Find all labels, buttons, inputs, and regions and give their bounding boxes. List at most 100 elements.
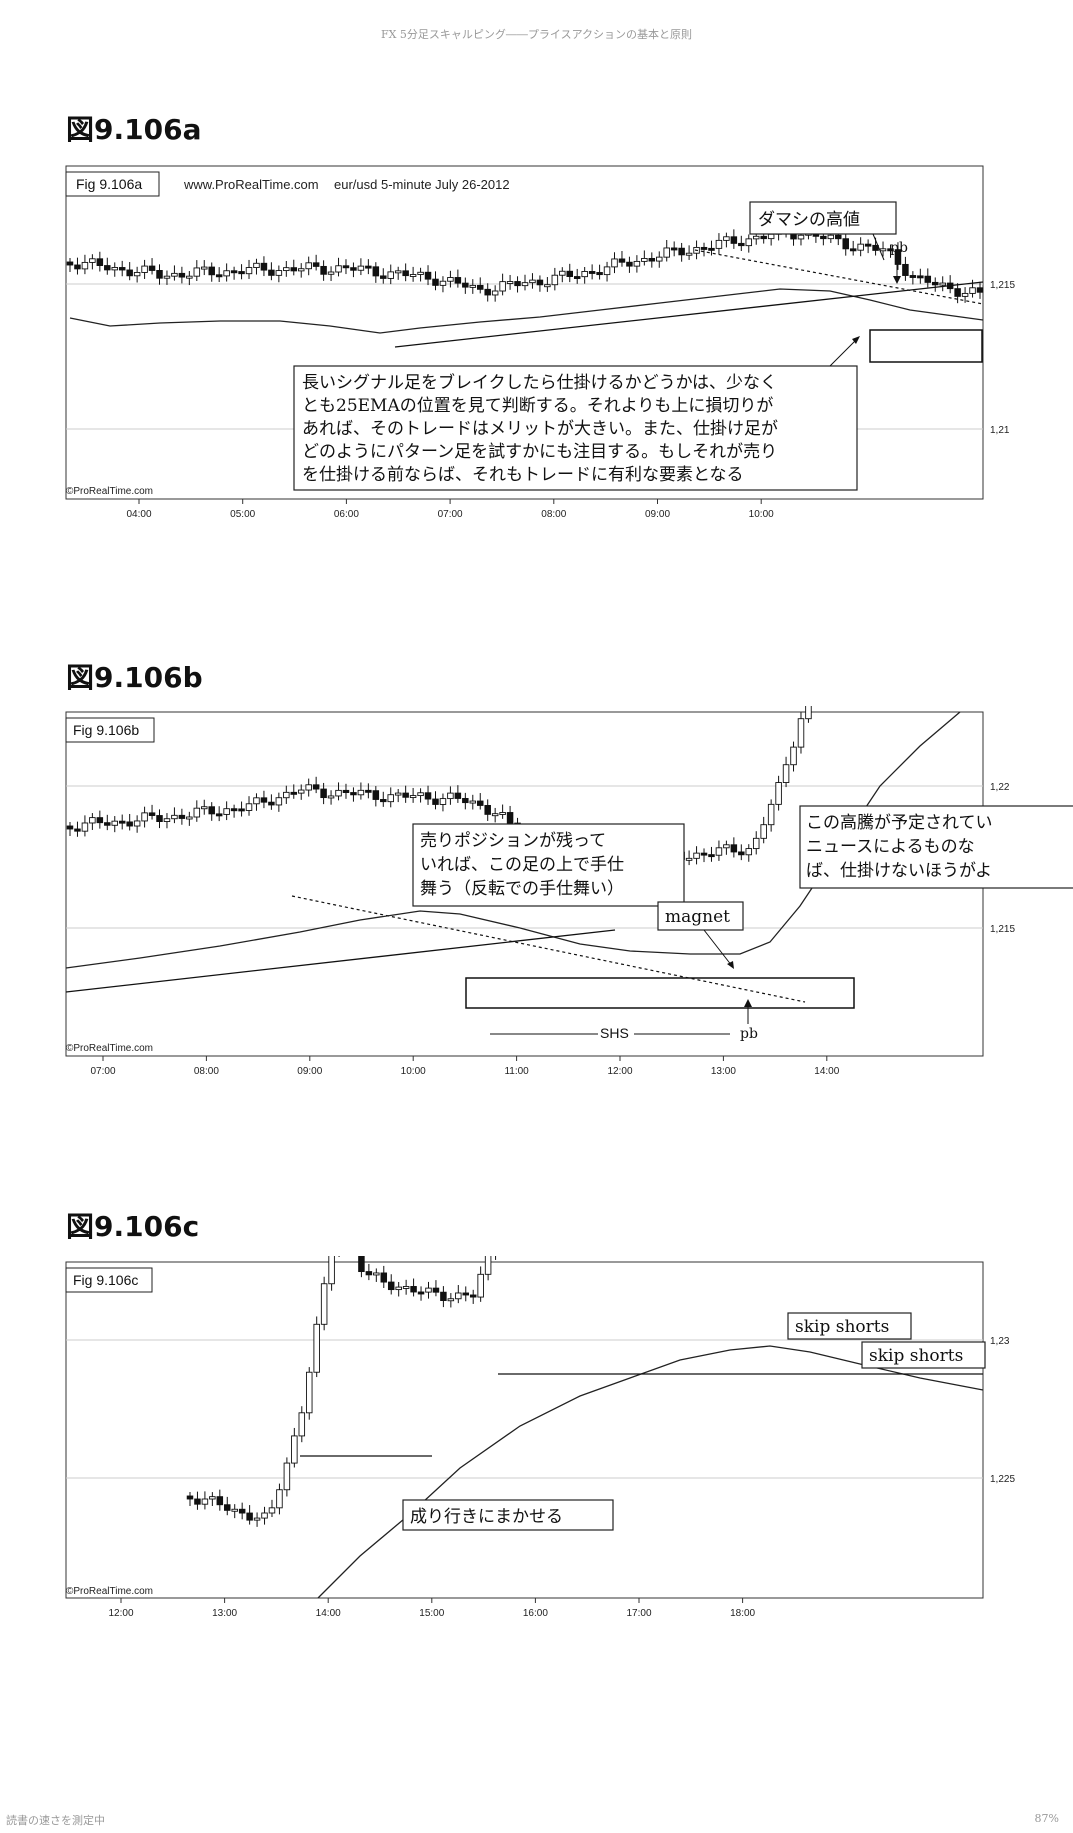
candle-body bbox=[387, 271, 394, 279]
copyright: ©ProRealTime.com bbox=[66, 1586, 153, 1597]
chart-a: Fig 9.106a www.ProRealTime.com eur/usd 5… bbox=[65, 165, 1015, 520]
x-tick-label: 14:00 bbox=[814, 1066, 839, 1076]
candle-body bbox=[842, 238, 849, 250]
candle-body bbox=[738, 851, 745, 856]
candle-body bbox=[820, 235, 827, 240]
candle-body bbox=[141, 265, 148, 273]
candle-body bbox=[215, 274, 223, 278]
fig-label: Fig 9.106a bbox=[76, 176, 142, 192]
annotation-false-high: ダマシの高値 bbox=[758, 210, 860, 230]
candle-body bbox=[133, 271, 141, 277]
candle-body bbox=[484, 1256, 492, 1275]
candle-body bbox=[320, 265, 327, 275]
x-tick-label: 13:00 bbox=[711, 1066, 736, 1076]
annotation-pb: pb bbox=[740, 1026, 758, 1042]
candle-body bbox=[730, 236, 738, 244]
candle-body bbox=[409, 274, 417, 277]
x-tick-label: 08:00 bbox=[194, 1066, 219, 1076]
candle-body bbox=[835, 234, 842, 240]
candle-body bbox=[648, 257, 656, 262]
candle-body bbox=[193, 267, 201, 277]
candle-body bbox=[447, 277, 454, 282]
price-tick: 1,22 bbox=[990, 782, 1010, 793]
candle-body bbox=[365, 265, 372, 269]
candle-body bbox=[373, 1272, 380, 1276]
candle-body bbox=[111, 267, 119, 271]
candle-body bbox=[327, 795, 335, 799]
candle-body bbox=[887, 248, 894, 252]
candle-body bbox=[969, 287, 976, 294]
candle-body bbox=[201, 1498, 209, 1505]
x-tick-label: 17:00 bbox=[626, 1608, 651, 1619]
x-axis-c: 12:00 13:00 14:00 15:00 16:00 17:00 18:00 bbox=[108, 1598, 756, 1619]
note-line: 舞う（反転での手仕舞い） bbox=[420, 879, 624, 899]
candle-body bbox=[305, 262, 312, 270]
candle-body bbox=[201, 806, 208, 810]
candle-body bbox=[491, 813, 499, 817]
candle-body bbox=[126, 821, 133, 827]
arrowhead bbox=[744, 999, 752, 1007]
candle-body bbox=[700, 246, 708, 250]
candle-body bbox=[961, 292, 969, 297]
note-line: どのようにパターン足を試すかにも注目する。もしそれが売り bbox=[302, 442, 777, 462]
candle-body bbox=[909, 275, 917, 278]
candle-body bbox=[328, 1256, 335, 1285]
candle-body bbox=[111, 820, 119, 826]
candle-body bbox=[477, 1273, 484, 1298]
arrowhead bbox=[727, 961, 734, 969]
figure-title-c: 図9.106c bbox=[66, 1210, 200, 1243]
candle-body bbox=[939, 282, 946, 286]
candle-body bbox=[387, 794, 394, 803]
candle-body bbox=[633, 260, 641, 267]
note-line: とも25EMAの位置を見て判断する。それよりも上に損切りが bbox=[302, 396, 773, 416]
annotation-box bbox=[749, 201, 897, 235]
candle-body bbox=[708, 854, 715, 858]
candle-body bbox=[238, 1508, 246, 1514]
candle-body bbox=[924, 275, 932, 283]
candle-body bbox=[163, 275, 171, 279]
candle-body bbox=[432, 278, 439, 286]
candle-body bbox=[745, 848, 753, 856]
pattern-box bbox=[869, 329, 983, 363]
x-tick-label: 12:00 bbox=[108, 1608, 133, 1619]
candle-body bbox=[193, 807, 201, 818]
candle-body bbox=[148, 812, 156, 816]
annotation-magnet: magnet bbox=[665, 907, 730, 927]
candle-body bbox=[253, 797, 260, 805]
candle-body bbox=[231, 1508, 238, 1512]
candle-body bbox=[417, 271, 424, 275]
fig-label-box bbox=[65, 717, 155, 743]
x-tick-label: 06:00 bbox=[334, 509, 359, 520]
candles-a bbox=[66, 220, 984, 304]
candle-body bbox=[499, 812, 506, 815]
candle-body bbox=[417, 1291, 425, 1295]
candle-body bbox=[342, 265, 350, 269]
candle-body bbox=[186, 816, 193, 820]
candle-body bbox=[230, 808, 238, 812]
candle-body bbox=[626, 261, 633, 267]
candle-body bbox=[283, 1462, 291, 1491]
candle-body bbox=[178, 272, 186, 278]
candle-body bbox=[954, 288, 961, 297]
x-tick-label: 05:00 bbox=[230, 509, 255, 520]
candle-body bbox=[618, 258, 626, 263]
candle-body bbox=[275, 270, 283, 276]
candle-body bbox=[439, 798, 447, 805]
candle-body bbox=[529, 279, 536, 284]
candle-body bbox=[320, 1283, 328, 1325]
chart-c: Fig 9.106c skip shorts skip shorts 成り行きに… bbox=[65, 1256, 1015, 1619]
candle-body bbox=[425, 1287, 432, 1293]
candle-body bbox=[209, 1496, 216, 1500]
candle-body bbox=[506, 812, 514, 824]
candle-body bbox=[171, 814, 178, 820]
annotation-box bbox=[787, 1312, 912, 1340]
running-header: FX 5分足スキャルピング――プライスアクションの基本と原則 bbox=[380, 28, 693, 41]
candle-body bbox=[700, 852, 708, 856]
candle-body bbox=[283, 791, 290, 799]
candle-body bbox=[163, 818, 171, 822]
candle-body bbox=[752, 235, 760, 240]
candle-body bbox=[245, 267, 253, 275]
candle-body bbox=[118, 820, 126, 824]
candle-body bbox=[313, 1323, 320, 1373]
candle-body bbox=[521, 282, 529, 287]
